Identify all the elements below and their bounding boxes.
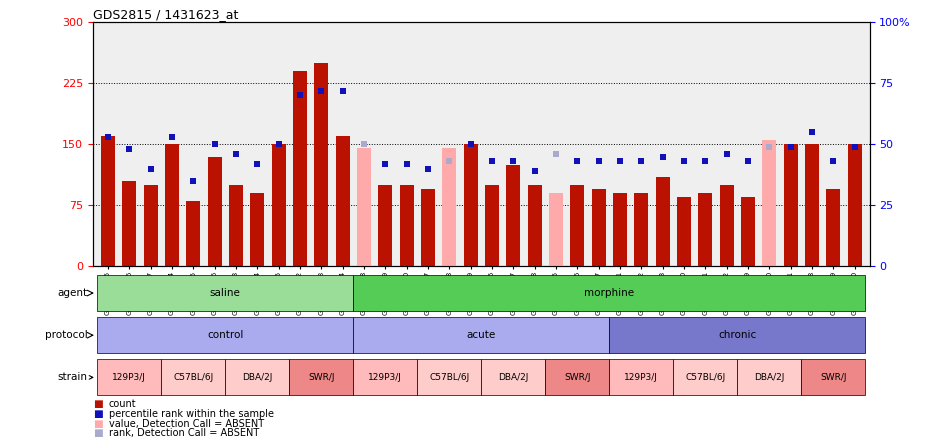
Bar xyxy=(827,189,840,266)
Text: saline: saline xyxy=(210,288,241,298)
Bar xyxy=(741,197,755,266)
Bar xyxy=(634,193,648,266)
Text: GDS2815 / 1431623_at: GDS2815 / 1431623_at xyxy=(93,8,238,21)
Bar xyxy=(802,360,865,396)
Bar xyxy=(98,317,353,353)
Bar xyxy=(698,193,712,266)
Bar xyxy=(784,144,798,266)
Bar xyxy=(250,193,264,266)
Text: ■: ■ xyxy=(93,399,102,409)
Bar xyxy=(656,177,670,266)
Bar xyxy=(570,185,584,266)
Text: C57BL/6J: C57BL/6J xyxy=(429,373,470,382)
Bar xyxy=(506,165,520,266)
Bar xyxy=(165,144,179,266)
Bar xyxy=(353,360,418,396)
Bar xyxy=(336,136,350,266)
Text: DBA/2J: DBA/2J xyxy=(754,373,785,382)
Text: DBA/2J: DBA/2J xyxy=(242,373,272,382)
Text: C57BL/6J: C57BL/6J xyxy=(685,373,725,382)
Bar xyxy=(527,185,541,266)
Bar xyxy=(161,360,225,396)
Bar xyxy=(225,360,289,396)
Text: DBA/2J: DBA/2J xyxy=(498,373,528,382)
Bar xyxy=(123,181,136,266)
Bar xyxy=(847,144,861,266)
Text: 129P3/J: 129P3/J xyxy=(368,373,402,382)
Bar xyxy=(549,193,563,266)
Bar xyxy=(737,360,802,396)
Text: 129P3/J: 129P3/J xyxy=(624,373,658,382)
Text: ■: ■ xyxy=(93,409,102,419)
Text: morphine: morphine xyxy=(584,288,634,298)
Bar xyxy=(673,360,737,396)
Bar xyxy=(418,360,482,396)
Text: acute: acute xyxy=(467,330,496,340)
Bar xyxy=(400,185,414,266)
Bar xyxy=(353,275,865,311)
Bar xyxy=(272,144,286,266)
Text: protocol: protocol xyxy=(45,330,87,340)
Bar xyxy=(293,71,307,266)
Bar xyxy=(545,360,609,396)
Bar xyxy=(98,360,161,396)
Bar xyxy=(314,63,328,266)
Bar xyxy=(720,185,734,266)
Bar xyxy=(591,189,605,266)
Bar xyxy=(609,360,673,396)
Bar xyxy=(143,185,157,266)
Bar xyxy=(207,157,221,266)
Text: SWR/J: SWR/J xyxy=(564,373,591,382)
Bar xyxy=(357,148,371,266)
Bar xyxy=(98,275,353,311)
Text: count: count xyxy=(109,399,137,409)
Bar xyxy=(443,148,457,266)
Bar xyxy=(101,136,115,266)
Text: 129P3/J: 129P3/J xyxy=(113,373,146,382)
Bar xyxy=(289,360,353,396)
Text: percentile rank within the sample: percentile rank within the sample xyxy=(109,409,273,419)
Text: C57BL/6J: C57BL/6J xyxy=(173,373,213,382)
Text: value, Detection Call = ABSENT: value, Detection Call = ABSENT xyxy=(109,419,264,428)
Bar xyxy=(482,360,545,396)
Bar xyxy=(353,317,609,353)
Text: agent: agent xyxy=(58,288,87,298)
Bar xyxy=(805,144,819,266)
Bar xyxy=(485,185,498,266)
Bar xyxy=(677,197,691,266)
Text: ■: ■ xyxy=(93,428,102,438)
Text: chronic: chronic xyxy=(718,330,756,340)
Text: SWR/J: SWR/J xyxy=(308,373,335,382)
Bar xyxy=(464,144,477,266)
Bar xyxy=(379,185,392,266)
Text: SWR/J: SWR/J xyxy=(820,373,846,382)
Bar xyxy=(763,140,777,266)
Bar xyxy=(229,185,243,266)
Bar xyxy=(186,201,200,266)
Bar xyxy=(613,193,627,266)
Text: rank, Detection Call = ABSENT: rank, Detection Call = ABSENT xyxy=(109,428,259,438)
Bar xyxy=(421,189,435,266)
Bar xyxy=(609,317,865,353)
Text: strain: strain xyxy=(58,373,87,382)
Text: ■: ■ xyxy=(93,419,102,428)
Text: control: control xyxy=(207,330,244,340)
